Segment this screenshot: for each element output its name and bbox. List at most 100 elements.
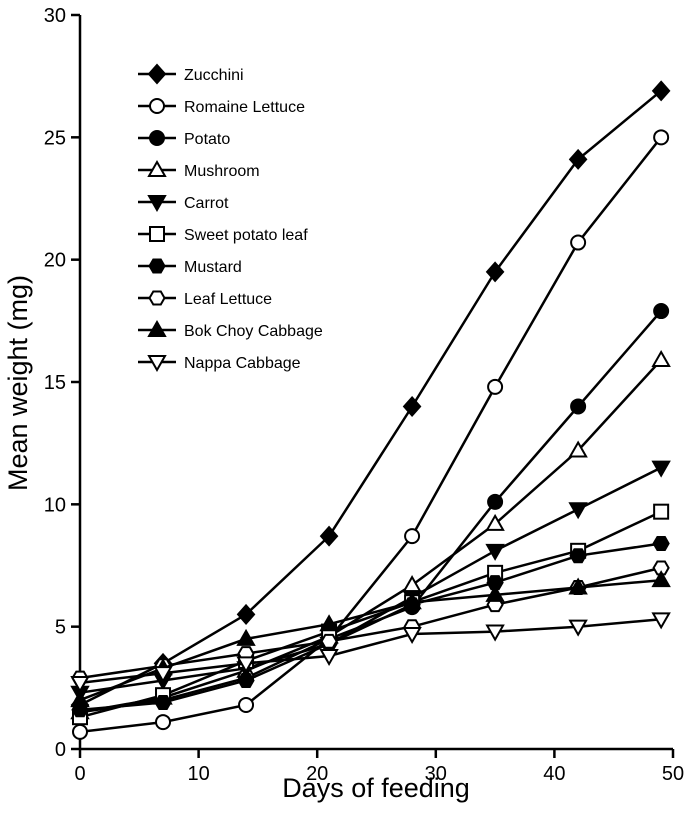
data-point-sweet-potato-leaf xyxy=(653,503,670,520)
legend-label: Bok Choy Cabbage xyxy=(184,323,323,340)
series-line-bok-choy-cabbage xyxy=(79,578,662,702)
data-point-nappa-cabbage xyxy=(319,649,339,667)
y-tick-label: 25 xyxy=(44,127,66,149)
x-tick-label: 0 xyxy=(74,763,85,785)
legend-item-zucchini: Zucchini xyxy=(138,63,244,85)
legend-marker-mustard xyxy=(148,258,166,274)
data-point-romaine-lettuce xyxy=(653,129,670,146)
axes: 0 5 10 15 20 25 30 0 10 20 30 40 50 xyxy=(44,5,684,785)
data-point-romaine-lettuce xyxy=(404,528,421,545)
legend-marker-leaf-lettuce xyxy=(148,290,166,306)
data-point-leaf-lettuce xyxy=(652,560,670,576)
legend-marker-zucchini xyxy=(147,63,167,85)
data-point-carrot xyxy=(568,502,588,520)
x-tick-label: 10 xyxy=(187,763,209,785)
legend-label: Leaf Lettuce xyxy=(184,291,272,308)
y-tick-label: 30 xyxy=(44,5,66,27)
legend-item-carrot: Carrot xyxy=(138,195,229,213)
legend-item-romaine-lettuce: Romaine Lettuce xyxy=(138,98,305,116)
data-point-leaf-lettuce xyxy=(320,633,338,649)
y-tick-label: 10 xyxy=(44,494,66,516)
series-line-nappa-cabbage xyxy=(79,618,662,685)
data-point-carrot xyxy=(485,543,505,561)
data-point-zucchini xyxy=(651,80,671,102)
legend-item-mushroom: Mushroom xyxy=(138,159,260,180)
series-line-romaine-lettuce xyxy=(79,136,663,734)
data-point-mushroom xyxy=(568,440,588,458)
data-point-carrot xyxy=(651,460,671,478)
series-romaine-lettuce xyxy=(72,129,670,740)
data-point-nappa-cabbage xyxy=(651,612,671,630)
x-tick-label: 50 xyxy=(662,763,684,785)
legend-label: Sweet potato leaf xyxy=(184,227,308,244)
x-tick-label: 20 xyxy=(306,763,328,785)
x-tick-label: 40 xyxy=(543,763,565,785)
data-point-mushroom xyxy=(651,349,671,367)
legend-item-mustard: Mustard xyxy=(138,258,242,276)
legend-marker-bok-choy-cabbage xyxy=(147,319,167,337)
legend-label: Romaine Lettuce xyxy=(184,99,305,116)
data-point-bok-choy-cabbage xyxy=(236,628,256,646)
legend-marker-mushroom xyxy=(147,159,167,177)
data-point-bok-choy-cabbage xyxy=(402,592,422,610)
data-point-bok-choy-cabbage xyxy=(319,614,339,632)
data-point-nappa-cabbage xyxy=(568,619,588,637)
data-point-romaine-lettuce xyxy=(487,378,504,395)
data-point-zucchini xyxy=(319,525,339,547)
series-line-carrot xyxy=(79,466,662,694)
y-axis-title: Mean weight (mg) xyxy=(3,275,33,491)
data-point-mustard xyxy=(486,575,504,591)
legend-label: Mushroom xyxy=(184,163,260,180)
series-line-mustard xyxy=(79,542,662,712)
data-point-romaine-lettuce xyxy=(238,696,255,713)
data-point-potato xyxy=(653,303,670,320)
data-point-potato xyxy=(570,398,587,415)
y-tick-label: 0 xyxy=(55,739,66,761)
legend-marker-potato xyxy=(149,130,165,146)
x-tick-label: 30 xyxy=(425,763,447,785)
legend-item-potato: Potato xyxy=(138,130,230,148)
legend-item-leaf-lettuce: Leaf Lettuce xyxy=(138,290,272,308)
legend-label: Potato xyxy=(184,131,230,148)
legend-label: Mustard xyxy=(184,259,242,276)
legend-item-sweet-potato-leaf: Sweet potato leaf xyxy=(138,226,308,244)
data-point-bok-choy-cabbage xyxy=(485,584,505,602)
data-point-nappa-cabbage xyxy=(485,624,505,642)
data-point-mushroom xyxy=(485,513,505,531)
legend-label: Zucchini xyxy=(184,67,244,84)
data-point-bok-choy-cabbage xyxy=(70,690,90,708)
data-point-potato xyxy=(487,493,504,510)
series-group xyxy=(70,80,671,740)
data-point-zucchini xyxy=(485,261,505,283)
legend: Zucchini Romaine Lettuce Potato Mushroom Car… xyxy=(138,63,323,373)
data-point-nappa-cabbage xyxy=(236,656,256,674)
data-point-zucchini xyxy=(402,395,422,417)
data-point-mustard xyxy=(652,536,670,551)
legend-label: Nappa Cabbage xyxy=(184,355,301,372)
data-point-mustard xyxy=(569,548,587,564)
data-point-nappa-cabbage xyxy=(70,675,90,693)
legend-label: Carrot xyxy=(184,195,229,212)
data-point-nappa-cabbage xyxy=(402,627,422,645)
data-point-romaine-lettuce xyxy=(570,234,587,251)
legend-marker-carrot xyxy=(147,195,167,213)
y-tick-label: 15 xyxy=(44,372,66,394)
data-point-nappa-cabbage xyxy=(153,666,173,684)
data-point-mustard xyxy=(154,695,172,710)
data-point-zucchini xyxy=(236,603,256,625)
series-line-mushroom xyxy=(79,359,663,714)
data-point-bok-choy-cabbage xyxy=(568,577,588,595)
legend-marker-romaine-lettuce xyxy=(149,98,165,114)
series-nappa-cabbage xyxy=(70,612,671,693)
y-tick-label: 20 xyxy=(44,250,66,272)
data-point-bok-choy-cabbage xyxy=(651,570,671,588)
data-point-romaine-lettuce xyxy=(155,714,172,731)
series-line-zucchini xyxy=(79,89,662,707)
data-point-zucchini xyxy=(568,148,588,170)
series-line-sweet-potato-leaf xyxy=(79,510,662,719)
x-axis-title: Days of feeding xyxy=(282,773,470,803)
data-point-mustard xyxy=(237,673,255,688)
legend-marker-nappa-cabbage xyxy=(147,355,167,373)
